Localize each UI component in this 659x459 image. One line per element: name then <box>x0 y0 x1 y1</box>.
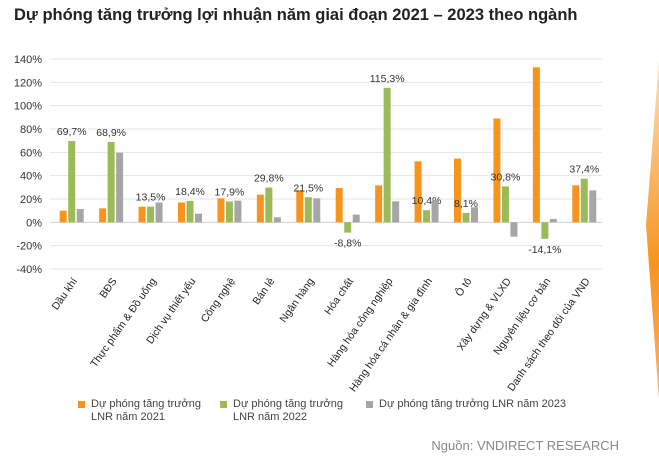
legend-item-2023: Dự phóng tăng trưởng LNR năm 2023 <box>366 398 566 411</box>
legend-swatch <box>78 401 85 408</box>
source-note: Nguồn: VNDIRECT RESEARCH <box>431 438 619 453</box>
bar-2021 <box>59 210 67 223</box>
x-tick-label: Hàng hóa cá nhân & gia đình <box>347 276 435 394</box>
bar-2023 <box>195 213 202 223</box>
bar-2021 <box>335 188 343 223</box>
bar-2022 <box>501 186 509 223</box>
y-tick-label: 0% <box>26 217 42 229</box>
data-label: 18,4% <box>175 186 205 198</box>
y-tick-label: 40% <box>20 171 42 183</box>
bar-2022 <box>344 222 352 233</box>
bar-2021 <box>256 194 264 223</box>
data-label: 68,9% <box>96 127 126 139</box>
bar-2023 <box>352 214 360 223</box>
bar-2021 <box>454 158 461 223</box>
bar-2023 <box>392 201 400 223</box>
bar-2022 <box>225 201 233 223</box>
bar-2021 <box>493 118 501 223</box>
bar-2022 <box>580 178 588 223</box>
bar-2021 <box>532 67 540 223</box>
data-label: -14,1% <box>528 244 561 256</box>
legend-label: Dự phóng tăng trưởng LNR năm 2021 <box>91 398 202 423</box>
data-label: 17,9% <box>215 186 245 198</box>
bar-2022 <box>541 222 549 239</box>
y-tick-label: 120% <box>14 77 42 89</box>
bar-2021 <box>99 208 107 223</box>
x-tick-label: Dầu khí <box>50 276 81 313</box>
x-tick-label: Ngân hàng <box>277 276 316 325</box>
bar-2021 <box>414 161 422 223</box>
y-tick-label: 60% <box>20 147 42 159</box>
x-tick-label: Bán lẻ <box>250 276 277 307</box>
bar-2022 <box>68 141 76 223</box>
bar-2022 <box>383 87 391 223</box>
data-label: 21,5% <box>293 182 323 194</box>
bar-2023 <box>76 209 84 223</box>
data-label: 29,8% <box>254 173 284 185</box>
bar-2022 <box>107 141 115 223</box>
bar-2022 <box>304 197 312 223</box>
legend-swatch <box>220 401 227 408</box>
chart-title: Dự phóng tăng trưởng lợi nhuận năm giai … <box>14 6 578 24</box>
bar-2022 <box>423 210 431 223</box>
data-label: 37,4% <box>569 164 599 176</box>
decorative-arrow-icon <box>646 60 659 400</box>
legend-item-2021: Dự phóng tăng trưởng LNR năm 2021 <box>78 398 221 424</box>
bar-2021 <box>178 202 185 223</box>
data-label: -8,8% <box>334 238 361 250</box>
legend-item-2022: Dự phóng tăng trưởng LNR năm 2022 <box>220 398 363 424</box>
y-tick-label: 140% <box>14 54 42 66</box>
data-label: 115,3% <box>370 73 405 85</box>
data-label: 8,1% <box>454 198 478 210</box>
data-label: 69,7% <box>57 126 87 138</box>
bar-2023 <box>116 152 124 223</box>
bar-2023 <box>313 198 321 223</box>
data-label: 13,5% <box>136 192 166 204</box>
bar-2021 <box>296 190 304 223</box>
bar-2022 <box>462 212 470 223</box>
x-tick-label: BĐS <box>97 276 119 301</box>
bar-2023 <box>510 222 518 237</box>
legend-label: Dự phóng tăng trưởng LNR năm 2023 <box>379 398 567 410</box>
bar-2021 <box>217 198 225 223</box>
y-tick-label: 20% <box>20 194 42 206</box>
y-tick-label: 80% <box>20 124 42 136</box>
x-tick-label: Danh sách theo dõi của VND <box>505 276 593 394</box>
bar-2022 <box>147 206 155 223</box>
y-tick-label: -40% <box>16 264 42 276</box>
x-tick-label: Công nghệ <box>199 276 238 325</box>
bar-2023 <box>273 217 281 223</box>
bar-2021 <box>375 185 383 223</box>
y-tick-label: -20% <box>16 241 42 253</box>
bar-2022 <box>265 187 273 223</box>
bar-2023 <box>155 202 163 223</box>
x-tick-label: Ô tô <box>452 275 474 299</box>
bar-2023 <box>234 200 242 223</box>
bar-2023 <box>431 200 439 223</box>
bar-2023 <box>549 218 557 223</box>
x-tick-label: Hóa chất <box>322 276 356 317</box>
bar-2023 <box>589 190 597 223</box>
legend-label: Dự phóng tăng trưởng LNR năm 2022 <box>233 398 344 423</box>
bar-2021 <box>138 206 146 223</box>
bar-2023 <box>471 207 478 223</box>
legend-swatch <box>366 401 373 408</box>
bar-2022 <box>186 200 194 223</box>
bar-2021 <box>572 185 580 223</box>
data-label: 30,8% <box>491 171 521 183</box>
y-tick-label: 100% <box>14 101 42 113</box>
